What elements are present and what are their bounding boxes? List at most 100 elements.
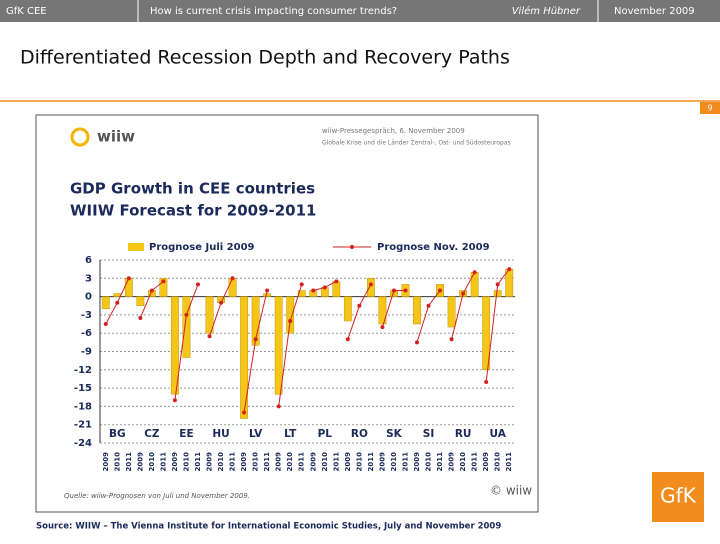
x-year-label: 2011 [367,452,375,472]
y-tick-label: -12 [74,365,92,376]
line-marker [426,303,431,308]
x-group-label: RO [351,428,368,440]
x-group-label: SK [386,428,403,440]
x-year-label: 2010 [182,452,190,472]
image-subtitle: Globale Krise und die Länder Zentral-, O… [322,140,511,147]
x-year-label: 2009 [275,452,283,472]
x-year-label: 2011 [263,452,271,472]
line-marker [311,288,316,293]
x-year-label: 2009 [448,452,456,472]
x-year-label: 2010 [286,452,294,472]
bar [413,296,421,325]
bar [378,296,387,325]
x-group-label: LT [284,428,297,440]
line-marker [368,282,373,287]
brand-box [652,472,704,522]
x-year-label: 2011 [332,452,340,472]
x-year-label: 2009 [171,452,179,472]
y-tick-label: 0 [85,292,92,303]
x-group-label: CZ [144,428,160,440]
bar [182,296,191,358]
line-marker [299,282,304,287]
x-group-label: HU [212,428,229,440]
y-tick-label: 3 [85,273,92,284]
slide-title: Differentiated Recession Depth and Recov… [20,47,510,69]
x-year-label: 2009 [136,452,144,472]
line-marker [184,312,189,317]
page-box [700,102,720,114]
line-marker [115,300,120,305]
copyright: © wiiw [490,484,532,498]
legend-swatch [350,245,354,249]
header-date: November 2009 [614,6,695,17]
line-marker [495,282,500,287]
x-group-label: SI [423,428,434,440]
bar [447,296,456,328]
line-marker [391,288,396,293]
line-marker [507,267,512,272]
line-marker [322,285,327,290]
x-group-label: LV [249,428,263,440]
line-marker [149,288,154,293]
line-marker [334,279,339,284]
page-number: 9 [707,104,712,113]
line-marker [103,322,108,327]
logo: wiiw [97,128,135,146]
x-year-label: 2011 [229,452,237,472]
header-left: GfK CEE [6,6,47,17]
line-marker [172,398,177,403]
bar [205,296,214,334]
line-marker [438,288,443,293]
line-marker [219,300,224,305]
y-tick-label: -9 [81,347,92,358]
bar [493,290,502,297]
x-group-label: RU [455,428,472,440]
line-marker [195,282,200,287]
bar [286,296,295,334]
line-marker [265,288,270,293]
line-marker [449,337,454,342]
header-topic: How is current crisis impacting consumer… [150,6,397,17]
x-year-label: 2011 [401,452,409,472]
line-marker [484,380,489,384]
x-group-label: UA [490,428,507,440]
bar [332,281,341,297]
y-tick-label: -3 [81,310,92,321]
y-tick-label: -18 [74,401,92,412]
y-tick-label: -15 [74,383,92,394]
logo-icon [70,127,90,147]
line-marker [242,410,247,415]
x-year-label: 2009 [482,452,490,472]
bar [367,278,375,297]
x-year-label: 2010 [252,452,260,472]
chart-subtitle: WIIW Forecast for 2009-2011 [70,202,317,220]
bar [159,278,168,297]
bar [240,296,248,419]
bar [101,296,110,310]
line-marker [230,276,235,281]
x-year-label: 2009 [413,452,421,472]
x-year-label: 2010 [390,452,398,472]
x-year-label: 2010 [425,452,433,472]
header-author: Vilém Hübner [512,5,581,17]
y-tick-label: -24 [74,438,92,449]
x-year-label: 2009 [378,452,386,472]
image-source: Quelle: wiiw-Prognosen von Juli und Nove… [64,492,250,500]
bar [136,296,145,306]
bar [482,296,491,371]
line-marker [276,404,281,409]
x-year-label: 2010 [494,452,502,472]
x-year-label: 2009 [206,452,214,472]
bar [171,296,179,395]
x-year-label: 2009 [102,452,110,472]
x-year-label: 2011 [125,452,133,472]
line-marker [161,279,166,284]
line-marker [253,337,258,342]
x-year-label: 2011 [505,452,513,472]
bar [251,296,260,346]
header-bar [0,0,720,22]
bar [343,296,352,322]
legend-swatch [128,243,144,251]
bar [124,278,133,297]
